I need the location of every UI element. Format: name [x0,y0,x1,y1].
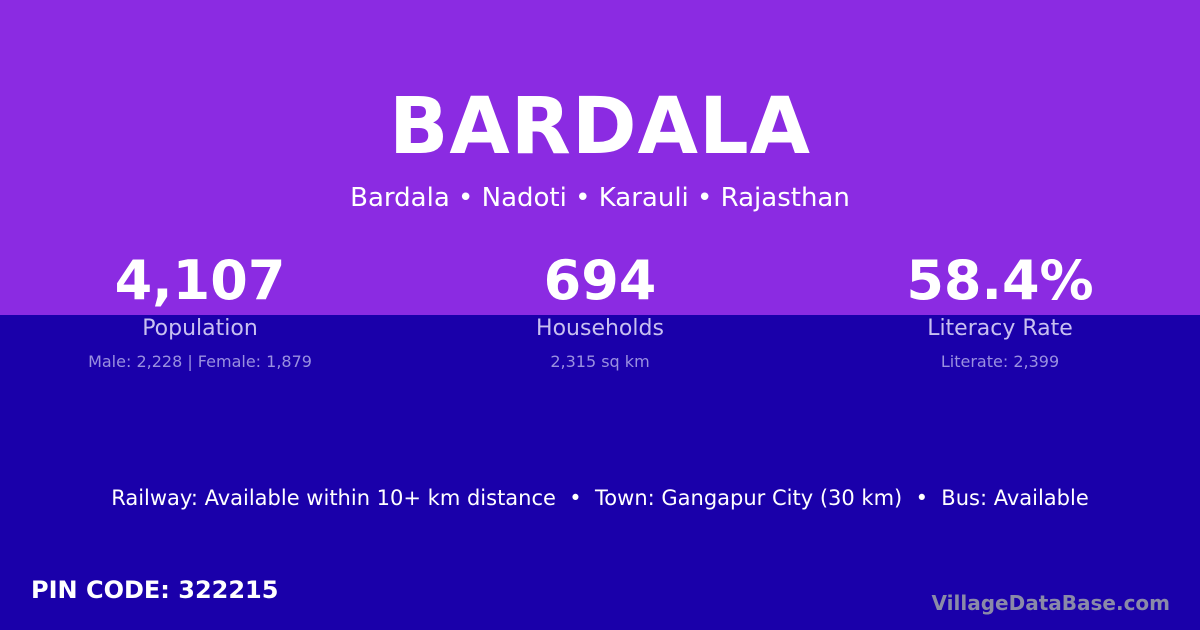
stat-detail: Male: 2,228 | Female: 1,879 [88,352,312,371]
stat-literacy: 58.4% Literacy Rate Literate: 2,399 [800,249,1200,372]
stat-households: 694 Households 2,315 sq km [400,249,800,372]
stat-population: 4,107 Population Male: 2,228 | Female: 1… [0,249,400,372]
stat-label: Literacy Rate [927,316,1073,341]
header-band [0,0,1200,315]
body-band [0,315,1200,630]
stat-detail: Literate: 2,399 [940,352,1060,371]
connectivity-info: Railway: Available within 10+ km distanc… [111,486,1089,510]
stat-value: 694 [543,249,657,312]
location-breadcrumb: Bardala • Nadoti • Karauli • Rajasthan [350,183,850,213]
stat-value: 58.4% [906,249,1094,312]
stat-label: Households [536,316,664,341]
brand-watermark: VillageDataBase.com [931,591,1170,615]
stat-detail: 2,315 sq km [550,352,650,371]
pin-code: PIN CODE: 322215 [31,576,279,604]
village-title: BARDALA [388,82,812,172]
stat-value: 4,107 [114,249,286,312]
stat-label: Population [142,316,258,341]
